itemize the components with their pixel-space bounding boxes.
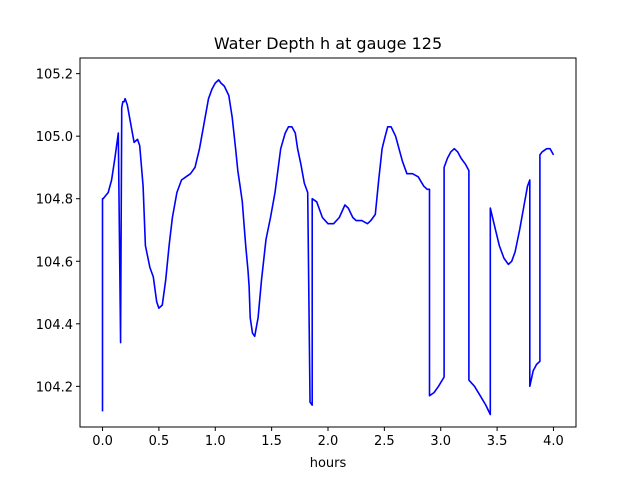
- plot-area: 0.0 0.5 1.0 1.5 2.0 2.5 3.0 3.5 4.0 104.2 104.4 104…: [36, 57, 577, 449]
- x-tick-label: 1.0: [205, 434, 226, 449]
- y-tick-label: 104.2: [36, 380, 73, 395]
- y-tick-label: 104.6: [36, 255, 73, 270]
- x-tick-label: 2.0: [318, 434, 339, 449]
- x-tick-label: 1.5: [261, 434, 282, 449]
- x-tick-label: 4.0: [543, 434, 564, 449]
- x-tick-label: 3.5: [487, 434, 508, 449]
- axes-frame: [79, 57, 577, 428]
- x-tick-label: 0.5: [149, 434, 170, 449]
- x-tick-label: 2.5: [374, 434, 395, 449]
- y-tick-label: 104.4: [36, 318, 73, 333]
- x-tick-label: 0.0: [92, 434, 113, 449]
- series-line-0: [101, 79, 555, 416]
- y-tick-label: 105.2: [36, 68, 73, 83]
- x-tick-label: 3.0: [430, 434, 451, 449]
- x-axis-label: hours: [310, 456, 347, 471]
- y-tick-label: 104.8: [36, 193, 73, 208]
- y-tick-label: 105.0: [36, 130, 73, 145]
- chart-title: Water Depth h at gauge 125: [214, 34, 442, 53]
